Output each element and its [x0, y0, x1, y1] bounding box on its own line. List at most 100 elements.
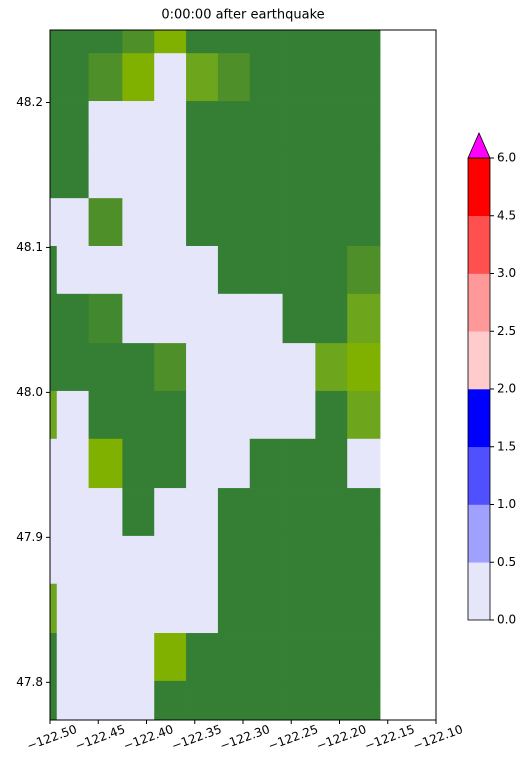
cell [56, 680, 89, 720]
cell [154, 53, 187, 102]
land-cell [217, 30, 251, 54]
land-cell [282, 30, 316, 54]
cell [186, 390, 219, 440]
cell [154, 150, 187, 199]
y-tick-label: 47.8 [16, 675, 43, 689]
land-cell [186, 150, 219, 199]
land-cell [217, 101, 251, 151]
land-cell [249, 488, 283, 537]
land-cell [154, 633, 187, 682]
chart-title: 0:00:00 after earthquake [161, 8, 324, 23]
cell [154, 293, 187, 344]
land-cell [315, 390, 348, 440]
cell [154, 535, 187, 585]
land-cell [282, 198, 316, 247]
land-cell [88, 438, 123, 489]
land-cell [186, 680, 219, 720]
cell [56, 438, 89, 489]
land-cell [186, 198, 219, 247]
colorbar-tick-label: 2.0 [497, 382, 516, 396]
land-cell [315, 583, 348, 634]
cell [122, 680, 155, 720]
colorbar-extend [467, 132, 491, 159]
colorbar-tick-label: 1.5 [497, 439, 516, 453]
cell [347, 438, 381, 489]
cell [186, 535, 219, 585]
colorbar-segment [468, 158, 490, 217]
land-cell [282, 53, 316, 102]
land-cell [50, 633, 58, 682]
colorbar-tick-label: 4.5 [497, 208, 516, 222]
land-cell [217, 198, 251, 247]
land-cell [282, 535, 316, 585]
land-cell [154, 343, 187, 392]
land-cell [154, 390, 187, 440]
colorbar-tick-label: 1.0 [497, 497, 516, 511]
cell [154, 488, 187, 537]
cell [154, 101, 187, 151]
land-cell [315, 535, 348, 585]
land-cell [315, 633, 348, 682]
land-cell [186, 633, 219, 682]
cell [217, 293, 251, 344]
land-cell [56, 150, 89, 199]
colorbar-segment [468, 389, 490, 448]
land-cell [315, 245, 348, 295]
cell [154, 583, 187, 634]
cell [56, 488, 89, 537]
cell [154, 198, 187, 247]
land-cell [50, 343, 58, 392]
cell [88, 583, 123, 634]
land-cell [122, 30, 155, 54]
colorbar-segment [468, 273, 490, 332]
cell [88, 488, 123, 537]
land-cell [282, 583, 316, 634]
land-cell [347, 583, 381, 634]
colorbar-segment [468, 446, 490, 505]
land-cell [315, 680, 348, 720]
land-cell [315, 343, 348, 392]
land-cell [282, 101, 316, 151]
land-cell [347, 30, 381, 54]
cell [186, 583, 219, 634]
cell [217, 438, 251, 489]
x-tick-label: −122.15 [363, 722, 417, 753]
land-cell [50, 680, 58, 720]
cell [186, 293, 219, 344]
land-cell [217, 150, 251, 199]
land-cell [282, 488, 316, 537]
land-cell [249, 633, 283, 682]
land-cell [282, 245, 316, 295]
land-cell [249, 438, 283, 489]
land-cell [56, 343, 89, 392]
colorbar-segment [468, 215, 490, 274]
cell [88, 535, 123, 585]
cell [56, 390, 89, 440]
colorbar-segment [468, 562, 490, 621]
land-cell [88, 198, 123, 247]
x-tick-label: −122.20 [314, 722, 368, 753]
colorbar-tick-label: 0.0 [497, 613, 516, 627]
land-cell [282, 150, 316, 199]
land-cell [56, 53, 89, 102]
cell [50, 438, 58, 489]
land-cell [56, 30, 89, 54]
colorbar-tick-label: 6.0 [497, 151, 516, 165]
cell [88, 245, 123, 295]
x-tick-label: −122.25 [266, 722, 320, 753]
land-cell [249, 245, 283, 295]
x-tick-label: −122.10 [411, 722, 465, 753]
land-cell [217, 488, 251, 537]
cell [217, 390, 251, 440]
land-cell [56, 101, 89, 151]
x-tick-label: −122.45 [73, 722, 127, 753]
land-cell [122, 488, 155, 537]
land-cell [347, 198, 381, 247]
land-cell [249, 583, 283, 634]
cell [122, 535, 155, 585]
land-cell [315, 53, 348, 102]
land-cell [315, 488, 348, 537]
land-cell [122, 438, 155, 489]
land-cell [186, 30, 219, 54]
